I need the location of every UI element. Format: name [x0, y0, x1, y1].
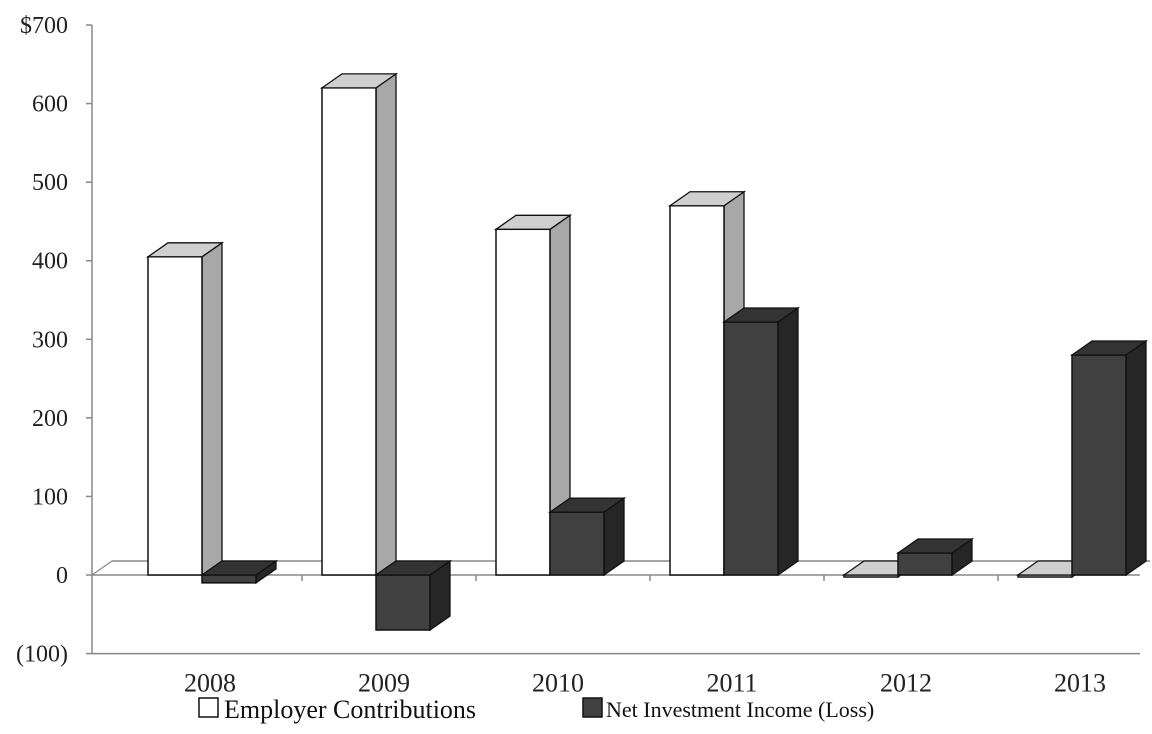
bar-net-investment-income-2008-top [199, 560, 279, 576]
y-tick-label: 300 [32, 327, 68, 353]
y-tick-label: 100 [32, 484, 68, 510]
x-tick-label: 2012 [880, 669, 932, 698]
bar-employer-contributions-2008-side [201, 241, 223, 577]
bar-employer-contributions-2008-top [145, 242, 225, 258]
chart-labels: $700 600 500 400 300 200 100 0 (100) 2008 2009 2010… [16, 13, 1106, 698]
y-tick-label: 200 [32, 406, 68, 432]
bar-employer-contributions-2008-front [147, 256, 203, 576]
chart-bars [145, 72, 1149, 632]
bar-net-investment-income-2010-top [547, 497, 627, 513]
bar-employer-contributions-2010-top [493, 214, 573, 230]
bar-employer-contributions-2009-side [375, 72, 397, 577]
bar-net-investment-income-2011-top [721, 307, 801, 323]
legend-label-net-investment-income: Net Investment Income (Loss) [606, 697, 874, 722]
bar-net-investment-income-2012-front [897, 552, 953, 576]
y-tick-label: (100) [16, 642, 68, 668]
bar-net-investment-income-2013-side [1125, 339, 1147, 577]
x-tick-label: 2008 [184, 669, 236, 698]
chart-legend: Employer Contributions Net Investment Inc… [198, 695, 874, 724]
bar-employer-contributions-2009-front [321, 87, 377, 576]
legend-swatch-employer-contributions [198, 697, 219, 718]
x-tick-label: 2009 [358, 669, 410, 698]
bar-net-investment-income-2013-top [1069, 340, 1149, 356]
zero-line-depth [91, 560, 113, 576]
bar-employer-contributions-2011-front [669, 204, 725, 576]
bar-net-investment-income-2008-front [201, 574, 257, 584]
bar-net-investment-income-2009-top [373, 560, 453, 576]
bar-net-investment-income-2010-front [549, 511, 605, 576]
bar-net-investment-income-2008 [199, 559, 279, 585]
bar-employer-contributions-2011-top [667, 191, 747, 207]
x-tick-label: 2010 [532, 669, 584, 698]
bar-employer-contributions-2010-front [495, 228, 551, 576]
legend-swatch-net-investment-income [582, 697, 603, 718]
y-tick-label: 0 [56, 563, 68, 589]
bar-net-investment-income-2013 [1069, 339, 1149, 577]
bar-net-investment-income-2012-top [895, 538, 975, 554]
bar-employer-contributions-2009-top [319, 73, 399, 89]
bar-net-investment-income-2011 [721, 306, 801, 577]
bar-net-investment-income-2009 [373, 559, 453, 632]
y-tick-label: $700 [20, 13, 68, 39]
bar-net-investment-income-2009-front [375, 574, 431, 631]
x-tick-label: 2013 [1054, 669, 1106, 698]
bar-employer-contributions-2009 [319, 72, 399, 577]
y-tick-label: 600 [32, 92, 68, 118]
bar-net-investment-income-2011-front [723, 321, 779, 576]
bar-net-investment-income-2010 [547, 496, 627, 577]
legend-label-employer-contributions: Employer Contributions [224, 695, 476, 724]
bar-net-investment-income-2012 [895, 537, 975, 577]
x-tick-label: 2011 [706, 669, 757, 698]
bar-net-investment-income-2013-front [1071, 354, 1127, 576]
y-tick-label: 500 [32, 170, 68, 196]
bar-net-investment-income-2011-side [777, 306, 799, 577]
y-tick-label: 400 [32, 249, 68, 275]
bar-employer-contributions-2010 [493, 214, 573, 577]
bar-employer-contributions-2008 [145, 241, 225, 577]
